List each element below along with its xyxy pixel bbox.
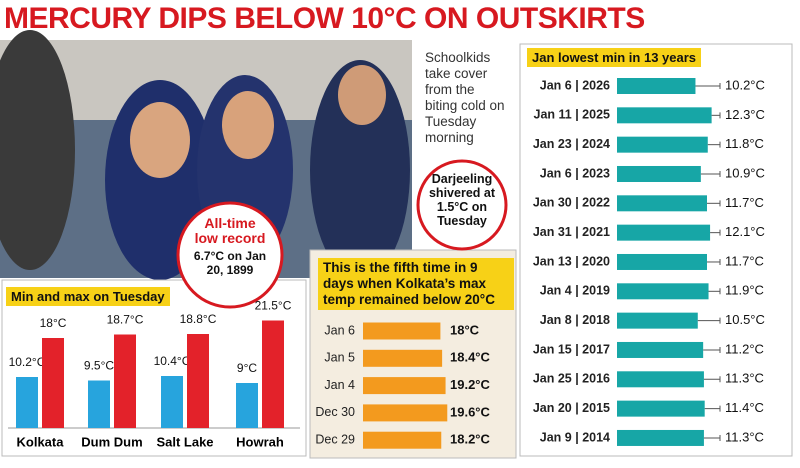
- data-label: 18.4°C: [450, 350, 491, 365]
- bar: [88, 380, 110, 428]
- bar: [617, 312, 698, 329]
- data-label: 10.9°C: [725, 165, 765, 180]
- data-label: 12.3°C: [725, 107, 765, 122]
- bar: [617, 400, 705, 417]
- bar: [617, 253, 707, 270]
- bar: [114, 334, 136, 428]
- bar: [617, 371, 704, 388]
- data-label: 9.5°C: [84, 359, 114, 373]
- bar: [161, 376, 183, 428]
- y-tick-label: Jan 20 | 2015: [533, 401, 610, 415]
- x-tick-label: Dum Dum: [81, 434, 142, 449]
- bar: [617, 107, 712, 124]
- bar: [617, 195, 707, 212]
- data-label: 10.2°C: [725, 77, 765, 92]
- callout-text: Darjeeling shivered at 1.5°C on Tuesday: [428, 172, 495, 228]
- y-tick-label: Jan 13 | 2020: [533, 254, 610, 268]
- photo-figure: [310, 60, 410, 280]
- x-tick-label: Kolkata: [17, 434, 65, 449]
- chart-title: This is the fifth time in 9 days when Ko…: [318, 258, 514, 310]
- callout-circle: [416, 159, 508, 251]
- callout-title: All-time low record: [194, 215, 266, 246]
- data-label: 11.3°C: [725, 429, 764, 444]
- y-tick-label: Jan 15 | 2017: [533, 342, 610, 356]
- bar: [617, 224, 711, 241]
- data-label: 10.4°C: [154, 354, 191, 368]
- data-label: 10.5°C: [725, 312, 765, 327]
- bar: [617, 283, 709, 300]
- data-label: 18.8°C: [180, 312, 217, 326]
- data-label: 11.9°C: [725, 283, 764, 298]
- bar: [617, 341, 704, 358]
- y-tick-label: Jan 23 | 2024: [533, 137, 610, 151]
- bar: [363, 349, 443, 367]
- bar: [617, 136, 708, 153]
- y-tick-label: Jan 9 | 2014: [540, 430, 610, 444]
- photo-figure: [0, 30, 75, 270]
- y-tick-label: Dec 30: [315, 405, 355, 419]
- y-tick-label: Jan 6 | 2023: [540, 166, 610, 180]
- chart-title: Min and max on Tuesday: [6, 287, 170, 306]
- callout: All-time low record 6.7°C on Jan 20, 189…: [182, 215, 278, 278]
- bar: [363, 404, 448, 422]
- bar: [363, 322, 441, 340]
- bar: [363, 377, 446, 395]
- bar: [262, 320, 284, 428]
- bar: [42, 338, 64, 428]
- bar: [617, 78, 696, 94]
- data-label: 18°C: [40, 316, 67, 330]
- data-label: 10.2°C: [9, 355, 46, 369]
- data-label: 11.4°C: [725, 400, 764, 415]
- y-tick-label: Jan 4: [324, 378, 355, 392]
- chart-title: Jan lowest min in 13 years: [527, 48, 702, 67]
- headline: MERCURY DIPS BELOW 10°C ON OUTSKIRTS: [4, 2, 645, 35]
- data-label: 19.2°C: [450, 377, 491, 392]
- bar: [16, 377, 38, 428]
- photo-caption: Schoolkids take cover from the biting co…: [425, 50, 505, 145]
- photo-face: [130, 102, 190, 178]
- data-label: 21.5°C: [255, 299, 292, 313]
- data-label: 18°C: [450, 322, 480, 337]
- data-label: 11.2°C: [725, 341, 764, 356]
- data-label: 11.3°C: [725, 371, 764, 386]
- data-label: 11.7°C: [725, 253, 764, 268]
- data-label: 11.7°C: [725, 195, 764, 210]
- bar: [363, 431, 442, 449]
- y-tick-label: Jan 4 | 2019: [540, 284, 610, 298]
- photo-face: [222, 91, 274, 159]
- data-label: 19.6°C: [450, 404, 491, 419]
- y-tick-label: Jan 30 | 2022: [533, 196, 610, 210]
- data-label: 18.2°C: [450, 432, 491, 447]
- y-tick-label: Jan 31 | 2021: [533, 225, 610, 239]
- photo-face: [338, 65, 386, 125]
- y-tick-label: Jan 25 | 2016: [533, 372, 610, 386]
- callout-circle: [176, 201, 284, 309]
- y-tick-label: Jan 5: [324, 351, 355, 365]
- x-tick-label: Howrah: [236, 434, 284, 449]
- data-label: 11.8°C: [725, 136, 764, 151]
- y-tick-label: Dec 29: [315, 432, 355, 446]
- y-tick-label: Jan 8 | 2018: [540, 313, 610, 327]
- bar: [617, 429, 704, 446]
- bar: [236, 383, 258, 428]
- x-tick-label: Salt Lake: [156, 434, 213, 449]
- data-label: 9°C: [237, 361, 257, 375]
- bar: [187, 334, 209, 428]
- data-label: 18.7°C: [107, 313, 144, 327]
- y-tick-label: Jan 6 | 2026: [540, 78, 610, 92]
- bar: [617, 165, 701, 182]
- y-tick-label: Jan 6: [324, 323, 355, 337]
- callout-text: 6.7°C on Jan 20, 1899: [193, 249, 267, 277]
- y-tick-label: Jan 11 | 2025: [534, 108, 611, 122]
- data-label: 12.1°C: [725, 224, 765, 239]
